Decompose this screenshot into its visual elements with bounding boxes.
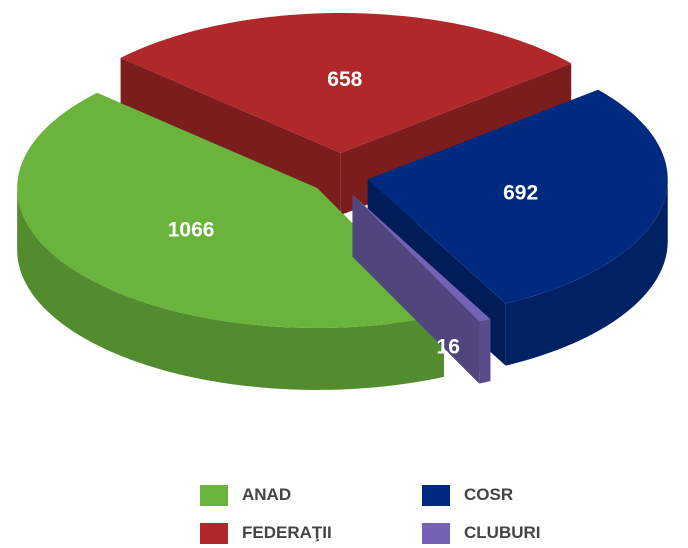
slice-wall bbox=[505, 179, 668, 366]
legend: ANAD FEDERAŢII COSR CLUBURI bbox=[200, 480, 582, 548]
data-label: 692 bbox=[503, 181, 538, 204]
slice-top bbox=[352, 194, 491, 322]
legend-swatch bbox=[422, 484, 450, 506]
slice-top bbox=[367, 89, 668, 304]
legend-item: CLUBURI bbox=[422, 518, 582, 548]
slice-wall bbox=[17, 187, 444, 390]
slice: 16 bbox=[352, 194, 491, 384]
legend-label: ANAD bbox=[242, 485, 292, 504]
chart: 658 692 1066 16 bbox=[17, 13, 668, 390]
data-label: 658 bbox=[327, 68, 362, 91]
legend-item: ANAD bbox=[200, 480, 422, 510]
legend-item: COSR bbox=[422, 480, 582, 510]
data-label: 1066 bbox=[168, 218, 215, 241]
slice-top bbox=[120, 13, 572, 154]
legend-item: FEDERAŢII bbox=[200, 518, 422, 548]
legend-label: CLUBURI bbox=[464, 523, 541, 542]
legend-label: FEDERAŢII bbox=[242, 523, 332, 542]
legend-swatch bbox=[200, 484, 228, 506]
slice-side bbox=[352, 194, 480, 384]
legend-swatch bbox=[200, 522, 228, 544]
slice-wall bbox=[479, 319, 491, 384]
legend-swatch bbox=[422, 522, 450, 544]
legend-label: COSR bbox=[464, 485, 514, 504]
data-label: 16 bbox=[437, 336, 460, 359]
slice-top bbox=[17, 92, 444, 328]
